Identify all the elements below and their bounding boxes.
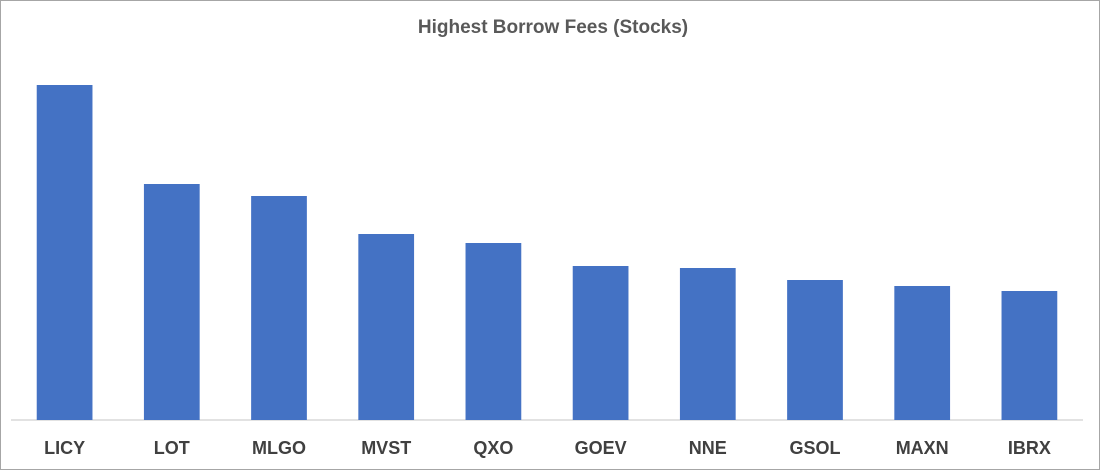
x-tick-label: MAXN [896,438,949,458]
x-tick-label: NNE [689,438,727,458]
x-tick-label: GSOL [789,438,840,458]
bar [36,85,93,420]
x-tick-label: MVST [361,438,411,458]
x-tick-label: MLGO [252,438,306,458]
bar [787,280,843,420]
x-tick-label: QXO [473,438,513,458]
bar [251,196,307,420]
x-tick-label: IBRX [1008,438,1051,458]
bar [143,184,200,420]
bar [679,268,736,420]
bar [894,286,951,420]
x-tick-label: GOEV [575,438,627,458]
x-tick-label: LICY [44,438,85,458]
x-tick-label: LOT [154,438,190,458]
chart-title: Highest Borrow Fees (Stocks) [418,17,688,38]
bar [1001,291,1058,420]
bar [572,266,629,420]
bar [358,234,415,420]
bar [465,243,522,420]
